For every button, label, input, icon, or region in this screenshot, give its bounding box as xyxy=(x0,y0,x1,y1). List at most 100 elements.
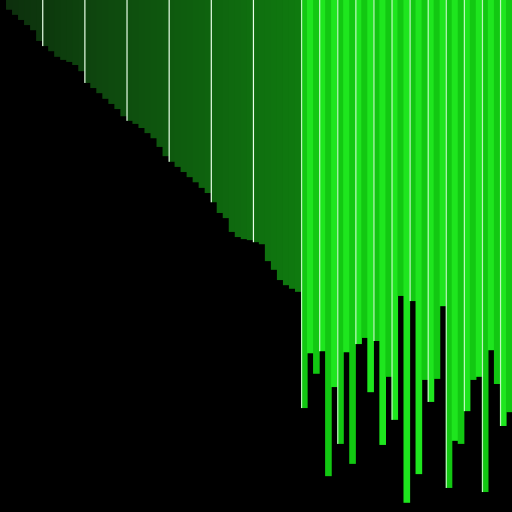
dark-bar xyxy=(54,0,61,57)
dark-bar xyxy=(30,0,37,31)
dark-bar xyxy=(270,0,278,270)
divider-line xyxy=(84,0,86,83)
bright-bar xyxy=(427,0,435,402)
accent-line xyxy=(301,0,303,409)
bright-bar xyxy=(349,0,356,464)
bright-bar xyxy=(331,0,338,388)
dark-bar xyxy=(180,0,188,173)
dark-bar xyxy=(138,0,146,128)
bright-bar xyxy=(367,0,374,393)
bright-bar xyxy=(307,0,314,354)
divider-line xyxy=(252,0,255,243)
bright-bar xyxy=(475,0,483,377)
accent-line xyxy=(499,0,502,426)
dark-bar xyxy=(276,0,284,281)
dark-bars-group xyxy=(6,0,302,292)
bright-bar xyxy=(409,0,417,302)
dark-bar xyxy=(78,0,85,72)
dark-bar xyxy=(42,0,49,47)
dark-bar xyxy=(198,0,206,188)
dark-bar xyxy=(36,0,43,41)
accent-line xyxy=(373,0,375,341)
dark-bar xyxy=(168,0,176,162)
bright-bar xyxy=(433,0,441,379)
bright-bar xyxy=(415,0,423,475)
dark-bar xyxy=(48,0,55,52)
bright-bar xyxy=(451,0,459,441)
dark-bar xyxy=(102,0,109,99)
dark-bar xyxy=(96,0,103,94)
dark-bar xyxy=(264,0,272,262)
dark-bar xyxy=(282,0,290,286)
bright-bar xyxy=(385,0,393,377)
accent-line xyxy=(355,0,357,345)
divider-line xyxy=(126,0,128,121)
dark-bar xyxy=(24,0,31,26)
dark-bar xyxy=(174,0,182,167)
divider-line xyxy=(168,0,170,162)
dark-bar xyxy=(216,0,224,213)
bright-bar xyxy=(391,0,399,420)
bright-bar xyxy=(337,0,344,444)
bright-bar xyxy=(397,0,405,296)
bright-bar xyxy=(361,0,368,338)
dark-bar xyxy=(222,0,230,219)
dark-bar xyxy=(240,0,248,240)
bright-bar xyxy=(493,0,501,384)
dark-bar xyxy=(186,0,194,178)
accent-line xyxy=(337,0,339,444)
bright-bar xyxy=(481,0,489,493)
dark-bar xyxy=(132,0,140,124)
accent-line xyxy=(463,0,465,412)
dark-bar xyxy=(114,0,121,110)
bright-bar xyxy=(373,0,380,341)
bright-bar xyxy=(355,0,362,345)
bright-bar xyxy=(457,0,465,444)
dark-bar xyxy=(234,0,242,238)
accent-line xyxy=(319,0,321,352)
bright-bar xyxy=(499,0,507,426)
bright-bar xyxy=(319,0,326,352)
accent-line xyxy=(427,0,429,402)
dark-bar xyxy=(288,0,296,289)
dark-bar xyxy=(84,0,91,83)
dark-bar xyxy=(210,0,218,203)
accent-line xyxy=(445,0,447,488)
dark-bar xyxy=(12,0,19,15)
dark-bar xyxy=(108,0,115,104)
bright-bar xyxy=(379,0,386,445)
bright-bar xyxy=(505,0,512,413)
dark-bar xyxy=(18,0,25,20)
bright-bar xyxy=(421,0,429,380)
dark-bar xyxy=(192,0,200,183)
bright-bar xyxy=(301,0,308,409)
bright-bar xyxy=(487,0,495,351)
dark-bar xyxy=(162,0,170,157)
bright-bar xyxy=(463,0,471,412)
dark-bar xyxy=(294,0,302,292)
dark-bar xyxy=(144,0,152,134)
bright-bar xyxy=(313,0,320,374)
bright-bar xyxy=(325,0,332,477)
dark-bar xyxy=(120,0,128,117)
bright-bar xyxy=(439,0,447,307)
bright-bar xyxy=(445,0,453,488)
accent-line xyxy=(481,0,484,493)
dark-bar xyxy=(60,0,67,60)
dark-bar xyxy=(246,0,254,241)
divider-line xyxy=(42,0,44,47)
divider-lines-group xyxy=(42,0,255,243)
dark-bar xyxy=(72,0,79,66)
bright-bar xyxy=(403,0,411,503)
dark-bar xyxy=(90,0,97,89)
bright-bars-group xyxy=(301,0,512,503)
dark-bar xyxy=(126,0,134,121)
bright-bar xyxy=(343,0,350,353)
accent-line xyxy=(409,0,411,302)
dark-bar xyxy=(6,0,13,10)
dark-bar xyxy=(228,0,236,232)
dark-bar xyxy=(66,0,73,62)
bright-bar xyxy=(469,0,477,380)
accent-line xyxy=(391,0,393,420)
